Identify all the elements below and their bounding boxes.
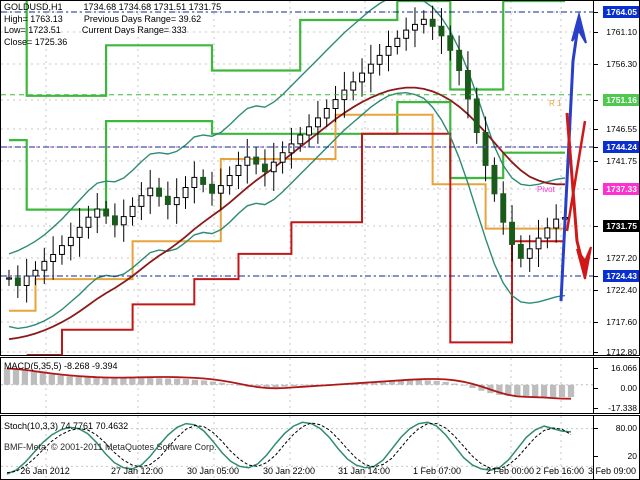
price-axis-tick-mark <box>594 258 598 259</box>
low-label: Low= 1723.51 <box>4 25 61 35</box>
price-axis-tick: 1761.10 <box>606 27 637 37</box>
price-axis-tick-mark <box>594 290 598 291</box>
price-axis-tick-mark <box>594 352 598 353</box>
price-axis-tick-mark <box>594 276 598 277</box>
time-axis-label: 2 Feb 00:00 <box>485 466 535 476</box>
price-axis-price-chip[interactable]: 1724.43 <box>603 270 639 282</box>
price-axis-tick-mark <box>594 129 598 130</box>
current-days-range-label: Current Days Range= 333 <box>81 25 187 35</box>
stochastic-series-svg <box>1 416 593 479</box>
macd-label: MACD(5,35,5) -8.268 -9.394 <box>4 361 118 371</box>
time-axis-label: 30 Jan 05:00 <box>186 466 240 476</box>
price-axis-price-chip[interactable]: 1751.16 <box>603 94 639 106</box>
ohlc-values-label: 1734.68 1734.68 1731.51 1731.75 <box>83 2 222 12</box>
time-axis-label: 3 Feb 09:00 <box>587 466 637 476</box>
time-axis-label: 1 Feb 07:00 <box>412 466 462 476</box>
price-axis-tick-mark <box>594 32 598 33</box>
price-axis-tick: 1727.20 <box>606 253 637 263</box>
price-axis-price-chip[interactable]: 1744.24 <box>603 141 639 153</box>
stochastic-label: Stoch(10,3,3) 74.7761 70.4632 <box>4 421 129 431</box>
price-axis-tick: 1712.80 <box>606 347 637 357</box>
symbol-timeframe-label: GOLDUSD,H1 <box>4 2 63 12</box>
previous-days-range-label: Previous Days Range= 39.62 <box>83 13 202 24</box>
stochastic-indicator-pane[interactable]: Stoch(10,3,3) 74.7761 70.4632 BMF-Meta, … <box>0 415 640 480</box>
macd-axis-tick: 16.066 <box>611 363 637 373</box>
macd-indicator-pane[interactable]: MACD(5,35,5) -8.268 -9.394 16.066 0.00 -17… <box>0 357 640 414</box>
close-label: Close= 1725.36 <box>4 36 68 47</box>
macd-axis-tick: 0.00 <box>620 383 637 393</box>
price-axis-tick: 1717.60 <box>606 317 637 327</box>
price-chart-pane[interactable]: GOLDUSD,H1 1734.68 1734.68 1731.51 1731.… <box>0 0 640 357</box>
price-axis-tick: 1746.55 <box>606 124 637 134</box>
price-axis-tick-mark <box>594 64 598 65</box>
pivot-label: Pivot <box>537 185 555 194</box>
macd-axis-tick: -17.338 <box>608 403 637 413</box>
time-axis-label: 2 Feb 16:00 <box>535 466 585 476</box>
stoch-axis-tick-mark <box>594 456 598 457</box>
stoch-axis-tick: 20 <box>627 451 637 461</box>
stochastic-axis[interactable]: 80.00 20 <box>593 416 639 479</box>
price-axis-tick: 1722.40 <box>606 285 637 295</box>
price-axis-price-chip[interactable]: 1764.05 <box>603 6 639 18</box>
price-axis-price-chip[interactable]: 1731.75 <box>603 220 639 232</box>
price-plot-area[interactable] <box>1 1 593 355</box>
price-axis-tick-mark <box>594 100 598 101</box>
price-axis-tick-mark <box>594 189 598 190</box>
resistance-1-label: R 1 <box>549 99 562 108</box>
time-axis: 26 Jan 2012 27 Jan 12:00 30 Jan 05:00 30 Ja… <box>0 466 640 480</box>
stoch-axis-tick-mark <box>594 428 598 429</box>
macd-axis-tick-mark <box>594 388 598 389</box>
price-axis-tick-mark <box>594 226 598 227</box>
price-axis-tick-mark <box>594 161 598 162</box>
price-axis-tick-mark <box>594 12 598 13</box>
macd-axis-tick-mark <box>594 408 598 409</box>
time-axis-label: 31 Jan 14:00 <box>337 466 391 476</box>
price-series-svg <box>1 1 593 355</box>
price-axis-tick-mark <box>594 147 598 148</box>
chart-header-info: GOLDUSD,H1 1734.68 1734.68 1731.51 1731.… <box>4 2 221 48</box>
price-axis-price-chip[interactable]: 1737.33 <box>603 183 639 195</box>
price-axis[interactable]: 1764.05 1761.10 1756.30 1751.16 1746.55 1744.… <box>593 1 639 357</box>
time-axis-label: 27 Jan 12:00 <box>110 466 164 476</box>
price-axis-tick: 1756.30 <box>606 59 637 69</box>
time-axis-label: 26 Jan 2012 <box>20 466 70 476</box>
time-axis-label: 30 Jan 22:00 <box>262 466 316 476</box>
macd-axis[interactable]: 16.066 0.00 -17.338 <box>593 358 639 413</box>
high-label: High= 1763.13 <box>4 13 63 24</box>
macd-axis-tick-mark <box>594 368 598 369</box>
stoch-axis-tick: 80.00 <box>615 423 637 433</box>
macd-series-svg <box>1 358 593 413</box>
copyright-label: BMF-Meta, © 2001-2011 MetaQuotes Softwar… <box>4 442 217 452</box>
macd-plot-area[interactable] <box>1 358 593 413</box>
price-axis-tick: 1741.75 <box>606 156 637 166</box>
stochastic-plot-area[interactable] <box>1 416 593 479</box>
price-axis-tick-mark <box>594 322 598 323</box>
